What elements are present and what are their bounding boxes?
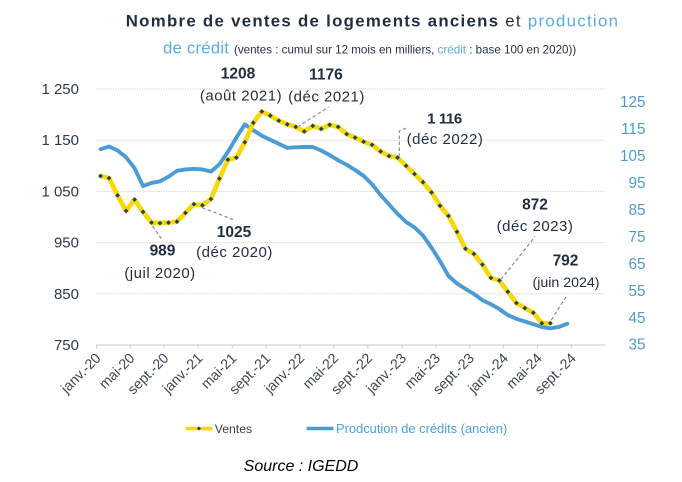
svg-text:115: 115 — [621, 121, 645, 138]
svg-text:1025: 1025 — [217, 224, 252, 241]
svg-text:792: 792 — [553, 253, 579, 270]
svg-text:55: 55 — [628, 283, 645, 300]
svg-text:105: 105 — [620, 148, 646, 165]
svg-text:1 150: 1 150 — [41, 132, 79, 149]
svg-text:65: 65 — [628, 256, 645, 273]
svg-text:750: 750 — [54, 337, 79, 354]
svg-text:1 116: 1 116 — [427, 111, 462, 128]
svg-text:850: 850 — [54, 286, 79, 303]
svg-text:de crédit (ventes : cumul sur: de crédit (ventes : cumul sur 12 mois en… — [163, 39, 576, 58]
svg-text:(déc 2020): (déc 2020) — [196, 244, 273, 261]
svg-text:Source : IGEDD: Source : IGEDD — [244, 458, 359, 475]
svg-text:(juin 2024): (juin 2024) — [532, 275, 599, 291]
svg-text:(juil 2020): (juil 2020) — [124, 265, 195, 282]
svg-text:950: 950 — [54, 235, 79, 252]
svg-text:95: 95 — [628, 175, 645, 192]
svg-text:Nombre de ventes de logements: Nombre de ventes de logements anciens et… — [126, 11, 619, 30]
svg-text:45: 45 — [628, 310, 645, 327]
svg-text:(déc 2021): (déc 2021) — [288, 89, 365, 106]
svg-text:1176: 1176 — [309, 67, 343, 84]
svg-text:(août 2021): (août 2021) — [200, 88, 282, 105]
svg-text:989: 989 — [150, 243, 176, 260]
svg-text:1 250: 1 250 — [41, 81, 79, 98]
svg-text:Ventes: Ventes — [215, 422, 252, 436]
svg-text:35: 35 — [628, 337, 645, 354]
svg-text:Prodcution de crédits (ancien): Prodcution de crédits (ancien) — [336, 421, 507, 436]
svg-text:1208: 1208 — [221, 66, 256, 83]
svg-text:(déc 2022): (déc 2022) — [407, 131, 484, 148]
svg-text:872: 872 — [522, 197, 548, 214]
svg-text:1 050: 1 050 — [41, 183, 79, 200]
svg-text:(déc 2023): (déc 2023) — [497, 218, 574, 235]
svg-text:85: 85 — [628, 202, 645, 219]
svg-text:75: 75 — [628, 229, 645, 246]
svg-text:125: 125 — [620, 94, 646, 111]
